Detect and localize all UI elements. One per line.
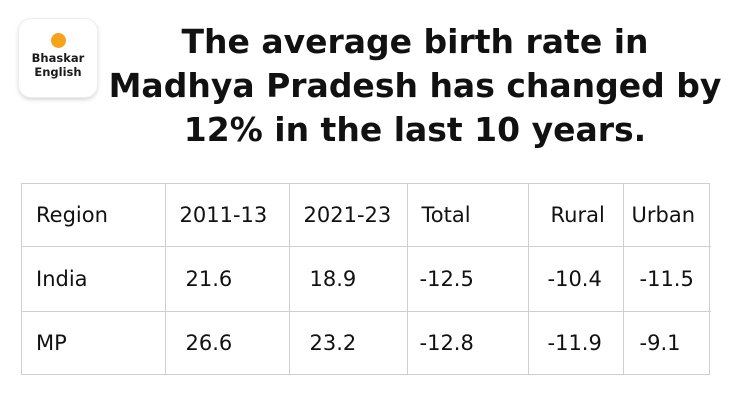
cell-total: -12.8: [406, 310, 529, 374]
cell-2021-23: 18.9: [288, 246, 408, 312]
cell-urban: -9.1: [622, 310, 711, 374]
header-region: Region: [22, 184, 166, 248]
cell-total: -12.5: [406, 246, 529, 312]
birth-rate-table: Region 2011-13 2021-23 Total Rural Urban…: [21, 183, 711, 375]
sun-icon: [50, 33, 66, 48]
table-row: India 21.6 18.9 -12.5 -10.4 -11.5: [22, 246, 711, 312]
cell-urban: -11.5: [622, 246, 711, 312]
cell-rural: -10.4: [527, 246, 624, 312]
cell-2011-13: 26.6: [164, 310, 290, 374]
cell-2021-23: 23.2: [288, 310, 408, 374]
bhaskar-english-logo: Bhaskar English: [19, 19, 97, 97]
header-2011-13: 2011-13: [164, 184, 290, 248]
table-header-row: Region 2011-13 2021-23 Total Rural Urban: [22, 184, 711, 248]
header-urban: Urban: [622, 184, 711, 248]
logo-line-1: Bhaskar: [31, 51, 85, 65]
cell-2011-13: 21.6: [164, 246, 290, 312]
headline: The average birth rate in Madhya Pradesh…: [108, 22, 722, 149]
cell-region: MP: [22, 310, 166, 374]
header-2021-23: 2021-23: [288, 184, 408, 248]
logo-line-2: English: [34, 65, 82, 79]
cell-region: India: [22, 246, 166, 312]
table-row: MP 26.6 23.2 -12.8 -11.9 -9.1: [22, 310, 711, 374]
header-total: Total: [406, 184, 529, 248]
cell-rural: -11.9: [527, 310, 624, 374]
header-rural: Rural: [527, 184, 624, 248]
